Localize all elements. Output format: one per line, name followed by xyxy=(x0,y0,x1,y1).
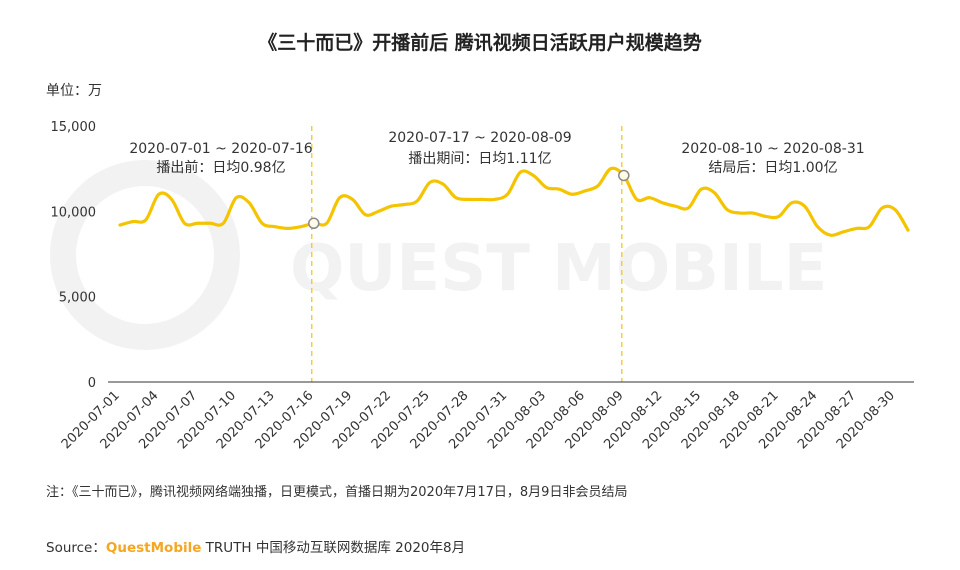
data-point-marker xyxy=(618,169,630,182)
source-prefix: Source： xyxy=(46,540,106,556)
y-tick-label: 10,000 xyxy=(51,205,97,220)
period-average-label: 结局后：日均1.00亿 xyxy=(708,160,837,176)
data-point-marker xyxy=(308,217,320,230)
watermark-logo xyxy=(50,160,240,350)
unit-label: 单位：万 xyxy=(46,83,102,99)
y-tick-label: 15,000 xyxy=(51,120,97,135)
series-line xyxy=(118,166,910,237)
footnote: 注：《三十而已》，腾讯视频网络端独播，日更模式，首播日期为2020年7月17日，… xyxy=(46,485,628,500)
source-line: Source：QuestMobile TRUTH 中国移动互联网数据库 2020… xyxy=(46,536,465,556)
period-average-label: 播出前：日均0.98亿 xyxy=(156,159,285,176)
line-chart: QUEST MOBILE 0 5,000 10,000 15,000 2020-07-… xyxy=(50,120,914,452)
y-tick-label: 0 xyxy=(88,376,96,391)
source-suffix: TRUTH 中国移动互联网数据库 2020年8月 xyxy=(201,540,466,556)
y-tick-label: 5,000 xyxy=(59,291,96,306)
watermark-text: QUEST MOBILE xyxy=(290,232,827,306)
watermark: QUEST MOBILE xyxy=(50,160,827,350)
period-range-label: 2020-07-01 ~ 2020-07-16 xyxy=(129,141,312,157)
source-brand: QuestMobile xyxy=(105,540,202,556)
chart-title: 《三十而已》开播前后 腾讯视频日活跃用户规模趋势 xyxy=(258,32,702,54)
period-average-label: 播出期间：日均1.11亿 xyxy=(408,151,551,167)
period-range-label: 2020-07-17 ~ 2020-08-09 xyxy=(388,130,571,146)
period-range-label: 2020-08-10 ~ 2020-08-31 xyxy=(681,141,864,157)
